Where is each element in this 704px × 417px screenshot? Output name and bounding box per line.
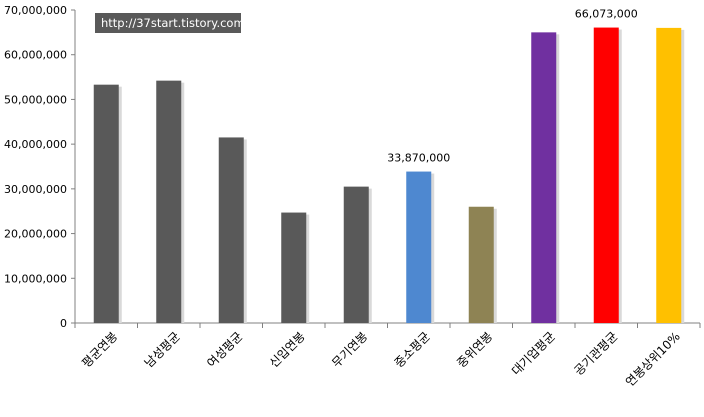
x-axis	[74, 322, 701, 328]
bars	[93, 27, 685, 324]
y-tick-label: 40,000,000	[4, 138, 67, 151]
category-label: 대기업평균	[509, 329, 558, 378]
y-tick-label: 0	[60, 317, 67, 330]
watermark-text: http://37start.tistory.com	[101, 16, 245, 30]
bar	[593, 27, 619, 324]
y-tick-label: 20,000,000	[4, 228, 67, 241]
data-labels: 33,870,000 66,073,000	[387, 8, 637, 165]
category-label: 무기연봉	[329, 329, 370, 370]
watermark-box	[95, 13, 241, 33]
bar	[531, 32, 557, 323]
bar	[93, 84, 119, 324]
y-tick-label: 70,000,000	[4, 4, 67, 17]
bar	[281, 212, 307, 323]
bar	[218, 137, 244, 323]
bar	[343, 186, 369, 323]
y-tick-label: 60,000,000	[4, 49, 67, 62]
bar	[156, 80, 182, 323]
y-tick-label: 10,000,000	[4, 272, 67, 285]
data-label: 66,073,000	[575, 8, 638, 21]
bar	[656, 27, 682, 324]
data-label: 33,870,000	[387, 152, 450, 165]
category-label: 신입연봉	[267, 329, 308, 370]
category-label: 평균연봉	[79, 329, 120, 370]
category-label: 여성평균	[204, 329, 245, 370]
category-label: 중위연봉	[454, 329, 495, 370]
y-axis: 0 10,000,000 20,000,000 30,000,000 40,000,00…	[4, 4, 76, 330]
category-label: 중소평균	[392, 329, 433, 370]
category-label: 공기관평균	[571, 329, 620, 378]
category-labels: 평균연봉 남성평균 여성평균 신입연봉 무기연봉 중소평균 중위연봉 대기업평균 공기관평균 연봉…	[79, 329, 683, 389]
bar	[468, 206, 494, 323]
y-tick-label: 30,000,000	[4, 183, 67, 196]
bar	[406, 171, 432, 323]
category-label: 남성평균	[142, 329, 183, 370]
y-tick-label: 50,000,000	[4, 93, 67, 106]
category-label: 연봉상위10%	[623, 329, 683, 389]
